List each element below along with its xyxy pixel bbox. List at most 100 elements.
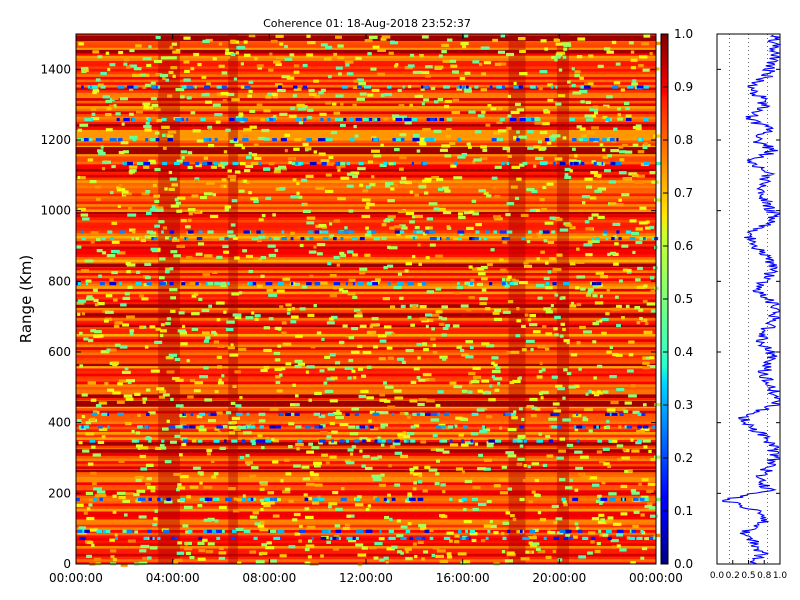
heatmap-cell	[220, 184, 224, 188]
heatmap-cell	[321, 453, 329, 457]
heatmap-cell	[501, 236, 508, 241]
heatmap-cell	[251, 441, 256, 446]
heatmap-cell	[498, 478, 508, 482]
heatmap-cell	[528, 536, 537, 540]
heatmap-cell	[358, 394, 367, 399]
heatmap-cell	[274, 248, 279, 253]
heatmap-cell	[530, 413, 537, 418]
heatmap-cell	[635, 240, 643, 245]
heatmap-cell	[80, 230, 84, 234]
heatmap-cell	[139, 454, 147, 459]
heatmap-cell	[496, 85, 502, 89]
heatmap-cell	[595, 161, 602, 166]
heatmap-cell	[485, 536, 489, 540]
heatmap-cell	[265, 546, 275, 550]
heatmap-cell	[118, 230, 125, 234]
heatmap-cell	[366, 365, 372, 369]
heatmap-cell	[280, 479, 284, 483]
heatmap-cell	[214, 439, 220, 443]
heatmap-cell	[179, 117, 185, 122]
heatmap-cell	[474, 442, 479, 446]
heatmap-cell	[384, 515, 390, 520]
heatmap-cell	[101, 236, 106, 241]
heatmap-cell	[552, 282, 557, 286]
heatmap-cell	[347, 376, 352, 380]
heatmap-cell	[100, 71, 107, 76]
heatmap-cell	[93, 557, 102, 561]
heatmap-cell	[276, 88, 286, 93]
heatmap-cell	[95, 78, 101, 82]
heatmap-cell	[358, 161, 364, 166]
heatmap-cell	[638, 64, 644, 68]
heatmap-cell	[327, 74, 332, 79]
heatmap-cell	[430, 86, 436, 91]
heatmap-cell	[123, 117, 130, 122]
heatmap-cell	[638, 308, 644, 312]
heatmap-row	[76, 444, 656, 448]
heatmap-cell	[414, 536, 422, 540]
heatmap-row	[76, 320, 656, 324]
heatmap-cell	[135, 282, 142, 286]
heatmap-cell	[326, 321, 335, 325]
heatmap-cell	[469, 236, 473, 241]
heatmap-cell	[539, 230, 545, 234]
heatmap-cell	[355, 536, 359, 540]
heatmap-cell	[171, 183, 178, 187]
heatmap-cell	[650, 276, 655, 280]
heatmap-cell	[402, 85, 405, 89]
heatmap-cell	[626, 369, 634, 373]
heatmap-cell	[607, 536, 612, 540]
heatmap-cell	[233, 138, 237, 142]
heatmap-cell	[266, 117, 271, 122]
heatmap-cell	[198, 536, 203, 540]
heatmap-cell	[118, 150, 125, 155]
heatmap-cell	[314, 94, 321, 99]
heatmap-cell	[481, 288, 487, 292]
heatmap-cell	[542, 185, 547, 190]
heatmap-cell	[272, 439, 279, 443]
heatmap-cell	[176, 209, 183, 213]
heatmap-cell	[393, 285, 402, 290]
heatmap-cell	[601, 481, 606, 485]
heatmap-cell	[608, 439, 613, 443]
heatmap-cell	[375, 497, 380, 501]
heatmap-cell	[449, 381, 457, 385]
heatmap-row	[76, 142, 656, 146]
heatmap-cell	[304, 425, 311, 429]
heatmap-cell	[83, 425, 89, 429]
heatmap-cell	[556, 456, 564, 460]
heatmap-cell	[237, 561, 242, 565]
heatmap-cell	[198, 428, 207, 432]
heatmap-cell	[409, 53, 415, 58]
heatmap-cell	[231, 292, 240, 296]
heatmap-cell	[570, 161, 573, 166]
heatmap-cell	[643, 284, 648, 288]
profile-x-tick-label: 1.0	[773, 571, 788, 581]
colorbar-tick-label: 0.9	[674, 80, 693, 94]
heatmap-cell	[339, 439, 345, 443]
heatmap-cell	[642, 299, 648, 304]
heatmap-cell	[609, 497, 616, 501]
heatmap-cell	[597, 520, 607, 524]
heatmap-cell	[538, 432, 542, 436]
heatmap-cell	[117, 204, 121, 209]
heatmap-cell	[81, 414, 86, 419]
heatmap-cell	[587, 551, 593, 555]
heatmap-cell	[365, 507, 370, 512]
heatmap-row	[76, 434, 656, 438]
heatmap-cell	[425, 256, 430, 260]
heatmap-cell	[156, 387, 165, 391]
heatmap-cell	[408, 497, 416, 501]
heatmap-cell	[366, 438, 371, 442]
heatmap-cell	[585, 227, 593, 231]
heatmap-cell	[253, 256, 259, 261]
heatmap-cell	[142, 397, 148, 401]
heatmap-cell	[191, 327, 199, 331]
heatmap-row	[76, 240, 656, 244]
heatmap-cell	[249, 109, 256, 113]
heatmap-cell	[592, 105, 599, 109]
heatmap-cell	[248, 282, 253, 286]
heatmap-row	[76, 166, 656, 170]
heatmap-cell	[90, 107, 97, 111]
heatmap-cell	[99, 497, 103, 501]
